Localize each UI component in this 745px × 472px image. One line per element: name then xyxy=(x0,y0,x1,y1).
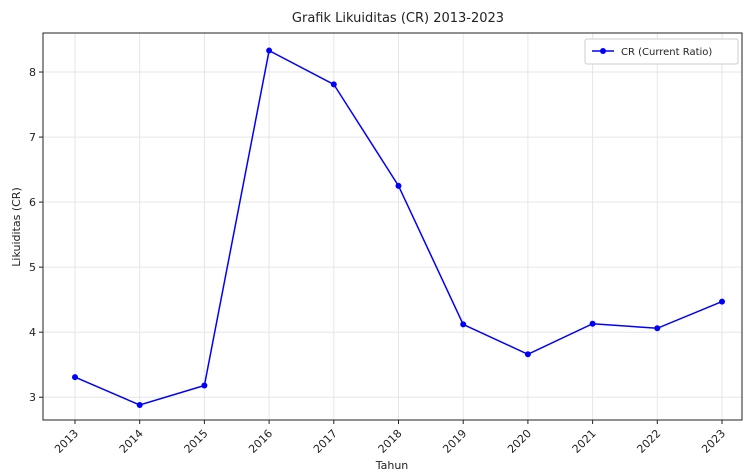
x-tick-label: 2020 xyxy=(505,427,534,456)
legend: CR (Current Ratio) xyxy=(584,38,739,65)
x-axis: 2013 2014 2015 2016 2017 2018 2019 2020 2021 2022… xyxy=(52,420,728,456)
x-tick-label: 2013 xyxy=(52,427,81,456)
x-tick-label: 2022 xyxy=(634,427,663,456)
data-point xyxy=(460,321,467,328)
plot-frame xyxy=(42,32,743,421)
legend-marker xyxy=(600,48,606,54)
data-point xyxy=(524,351,531,358)
x-tick-label: 2017 xyxy=(311,427,340,456)
y-axis-label: Likuiditas (CR) xyxy=(10,187,23,266)
legend-box xyxy=(584,38,739,65)
x-tick-label: 2023 xyxy=(699,427,728,456)
grid xyxy=(43,33,742,420)
y-axis: 3 4 5 6 7 8 xyxy=(29,66,43,404)
y-tick-label: 8 xyxy=(29,66,36,79)
x-tick-label: 2014 xyxy=(117,427,146,456)
x-tick-label: 2018 xyxy=(376,427,405,456)
data-point xyxy=(654,325,661,332)
series-layer xyxy=(72,47,725,409)
y-tick-label: 7 xyxy=(29,131,36,144)
data-point xyxy=(589,320,596,327)
data-point xyxy=(330,81,337,88)
data-point xyxy=(201,382,208,389)
x-tick-label: 2015 xyxy=(182,427,211,456)
data-point xyxy=(72,374,78,381)
data-point xyxy=(719,298,725,305)
x-tick-label: 2021 xyxy=(570,427,599,456)
y-tick-label: 6 xyxy=(29,196,36,209)
x-tick-label: 2019 xyxy=(440,427,469,456)
legend-label: CR (Current Ratio) xyxy=(621,47,712,58)
data-point xyxy=(266,47,273,54)
chart-title: Grafik Likuiditas (CR) 2013-2023 xyxy=(292,11,504,26)
x-tick-label: 2016 xyxy=(246,427,275,456)
y-tick-label: 4 xyxy=(29,326,36,339)
data-point xyxy=(136,402,143,409)
y-tick-label: 3 xyxy=(29,391,36,404)
x-axis-label: Tahun xyxy=(375,459,409,472)
y-tick-label: 5 xyxy=(29,261,36,274)
data-point xyxy=(395,182,402,189)
